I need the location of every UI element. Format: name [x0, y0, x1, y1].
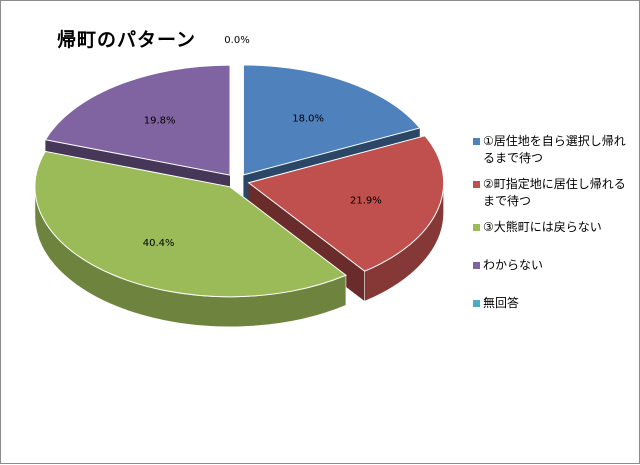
pie-slices [34, 64, 445, 328]
legend-label-2: ②町指定地に居住し帰れるまで待つ [483, 177, 626, 208]
legend-item-4: わからない [473, 257, 633, 274]
legend-item-3: ③大熊町には戻らない [473, 219, 633, 236]
chart-title: 帰町のパターン [57, 29, 197, 51]
data-labels: 18.0% 21.9% 40.4% 19.8% 0.0% [143, 35, 382, 249]
data-label-1: 18.0% [292, 113, 324, 124]
pie-slice-2-top [247, 135, 445, 272]
legend-swatch-3 [473, 224, 480, 231]
data-label-4: 19.8% [144, 116, 176, 127]
data-label-3: 40.4% [143, 238, 175, 249]
pie-slice-3 [34, 150, 347, 328]
legend-item-5: 無回答 [473, 295, 633, 312]
legend-swatch-2 [473, 181, 480, 188]
pie-slice-1-top [242, 64, 421, 176]
legend-label-3: ③大熊町には戻らない [483, 220, 602, 234]
legend-swatch-4 [473, 262, 480, 269]
pie-slice-3-top [34, 150, 347, 298]
pie-slice-4-top [44, 64, 231, 176]
legend-label-4: わからない [483, 258, 544, 272]
legend-swatch-5 [473, 300, 480, 307]
data-label-2: 21.9% [350, 195, 382, 206]
legend-swatch-1 [473, 138, 480, 145]
data-label-5: 0.0% [224, 35, 249, 46]
legend-label-1: ①居住地を自ら選択し帰れるまで待つ [483, 134, 626, 165]
legend-item-2: ②町指定地に居住し帰れるまで待つ [473, 176, 633, 210]
legend-label-5: 無回答 [483, 296, 520, 310]
legend-item-1: ①居住地を自ら選択し帰れるまで待つ [473, 133, 633, 167]
